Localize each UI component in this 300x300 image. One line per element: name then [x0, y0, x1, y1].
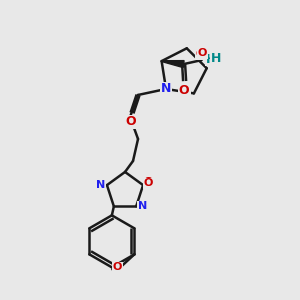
Text: O: O: [198, 48, 207, 58]
Text: H: H: [210, 52, 221, 64]
Text: O: O: [178, 84, 189, 97]
Text: O: O: [196, 49, 205, 59]
Text: H: H: [206, 52, 216, 66]
Text: N: N: [138, 202, 147, 212]
Text: O: O: [113, 262, 122, 272]
Text: O: O: [143, 177, 153, 187]
Text: O: O: [179, 82, 190, 96]
Text: N: N: [96, 180, 106, 190]
Polygon shape: [162, 61, 184, 68]
Text: O: O: [126, 116, 136, 128]
Text: O: O: [113, 262, 122, 272]
Text: N: N: [96, 181, 106, 191]
Text: N: N: [161, 82, 171, 95]
Text: O: O: [143, 178, 153, 188]
Text: N: N: [161, 82, 171, 95]
Text: O: O: [125, 116, 135, 128]
Text: N: N: [138, 201, 147, 211]
